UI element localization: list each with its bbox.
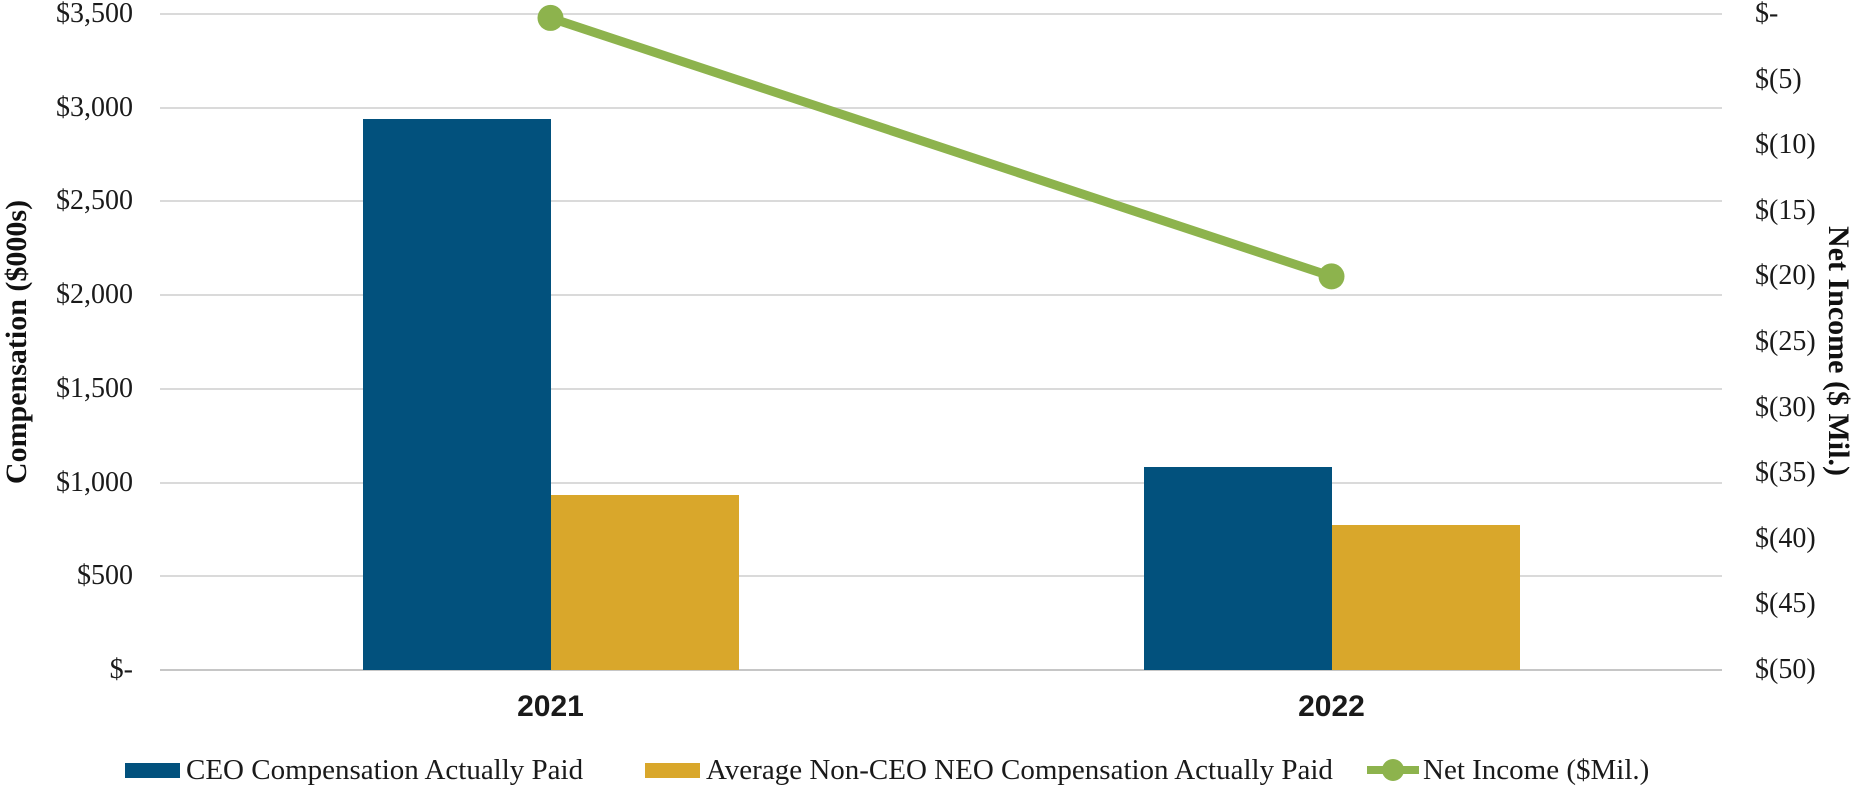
right-axis-tick: $(20) [1755, 260, 1816, 292]
left-axis-tick: $1,500 [56, 372, 133, 404]
right-axis-tick: $(45) [1755, 588, 1816, 620]
right-axis-tick: $- [1755, 0, 1779, 29]
bar-2022-ceo [1143, 466, 1332, 670]
right-axis-tick: $(30) [1755, 391, 1816, 423]
bar-2022-non-ceo-neo [1331, 524, 1520, 670]
right-axis-title: Net Income ($ Mil.) [1822, 226, 1855, 476]
legend-bar-swatch-icon [125, 762, 180, 778]
left-axis-tick: $1,000 [56, 466, 133, 498]
left-axis-tick: $2,000 [56, 279, 133, 311]
line-segment [549, 13, 1333, 281]
right-axis-tick: $(15) [1755, 194, 1816, 226]
gridline [160, 575, 1722, 578]
right-axis-tick: $(35) [1755, 457, 1816, 489]
right-axis-tick: $(40) [1755, 522, 1816, 554]
legend-label: Average Non-CEO NEO Compensation Actuall… [706, 753, 1333, 786]
right-axis-tick: $(25) [1755, 326, 1816, 357]
line-marker-2022 [1318, 263, 1345, 290]
legend-label: CEO Compensation Actually Paid [186, 753, 584, 786]
legend-label: Net Income ($Mil.) [1423, 753, 1650, 786]
legend-line-marker-icon [1367, 758, 1419, 782]
line-marker-2021 [537, 4, 564, 31]
left-axis-title: Compensation ($000s) [0, 199, 33, 485]
gridline [160, 387, 1722, 390]
left-axis-tick: $3,000 [56, 91, 133, 123]
x-axis-label-2022: 2022 [1298, 690, 1365, 723]
left-axis-tick: $3,500 [56, 0, 133, 29]
legend-item: Average Non-CEO NEO Compensation Actuall… [645, 752, 1333, 787]
bar-2021-non-ceo-neo [550, 494, 739, 670]
gridline [160, 106, 1722, 109]
gridline [160, 481, 1722, 484]
gridline [160, 13, 1722, 15]
legend-item: CEO Compensation Actually Paid [125, 752, 583, 787]
legend-bar-swatch-icon [645, 762, 700, 778]
right-axis-tick: $(5) [1755, 63, 1802, 95]
left-axis-tick: $2,500 [56, 185, 133, 217]
left-axis-tick: $- [109, 654, 133, 685]
right-axis-tick: $(10) [1755, 129, 1816, 161]
x-axis-label-2021: 2021 [517, 690, 584, 723]
left-axis-tick: $500 [77, 560, 133, 592]
legend-item: Net Income ($Mil.) [1367, 752, 1649, 787]
right-axis-tick: $(50) [1755, 654, 1816, 685]
gridline [160, 294, 1722, 297]
gridline [160, 669, 1722, 671]
bar-2021-ceo [362, 118, 551, 670]
